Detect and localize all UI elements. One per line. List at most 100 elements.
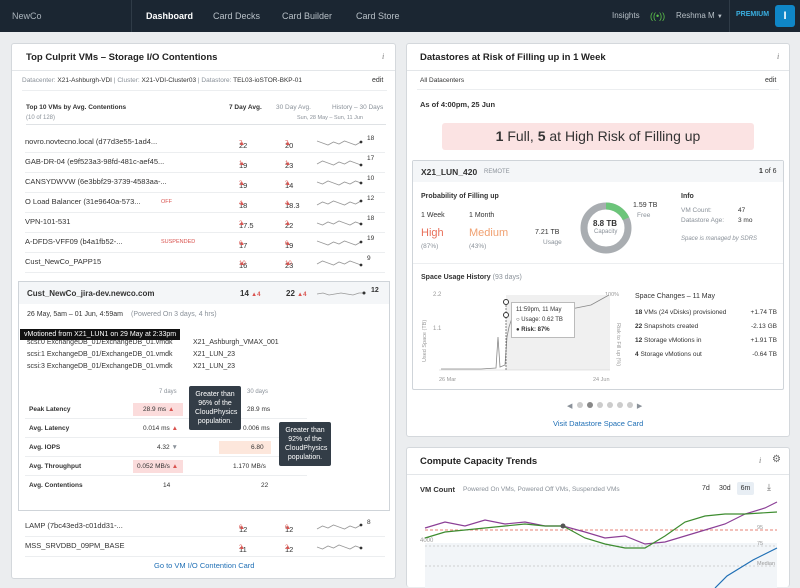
median-label: Median [757,561,775,567]
user-menu[interactable]: Reshma M ▼ [676,11,723,20]
tab-dashboard[interactable]: Dashboard [146,11,194,21]
expanded-sparkline [316,291,366,296]
y2-axis-label: Risk to Fill up (%) [615,323,621,366]
vm-name[interactable]: O Load Balancer (31e9640a-573... [25,197,141,206]
history-value: 19 [367,235,375,242]
expanded-vm-name[interactable]: Cust_NewCo_jira-dev.newco.com [27,289,155,298]
vm-name[interactable]: VPN-101-531 [25,217,71,226]
vm-name[interactable]: CANSYDWVW (6e3bbf29-3739-4583aa-... [25,177,167,186]
metric-row: Avg. Latency 0.014 ms ▲ 0.006 ms [25,419,307,438]
x-tick: 26 Mar [439,377,456,383]
col-30day[interactable]: 30 Day Avg. [276,104,311,111]
history-sparkline [316,523,363,530]
table-row[interactable]: CANSYDWVW (6e3bbf29-3739-4583aa-... 19 ▲ 3… [25,173,385,193]
table-row[interactable]: VPN-101-531 17.5 ▲ 2 22 ▲ 2 18 [25,213,385,233]
insights-link[interactable]: Insights [612,11,640,20]
table-row[interactable]: MSS_SRVDBD_09PM_BASE 11 ▲ 2 12 ▲ 2 [25,537,385,557]
carousel-dots[interactable]: ◀ ▶ [567,401,642,410]
vmotion-tooltip: vMotioned from X21_LUN1 on 29 May at 2:3… [20,329,181,340]
info-icon[interactable]: i [759,456,762,465]
range-6m[interactable]: 6m [737,482,754,495]
nav-divider [729,0,730,32]
percentile-tooltip: Greater than 92% of the CloudPhysics popula… [279,422,331,466]
vm-name[interactable]: LAMP (7bc43ed3-c01dd31-... [25,521,123,530]
download-icon[interactable]: ⤓ [767,482,771,492]
info-icon[interactable]: i [777,52,780,61]
vm-name[interactable]: GAB-DR-04 (e9f523a3-98fd-481c-aef45... [25,157,165,166]
metric-30d: 6.80 [219,441,271,454]
history-sparkline [316,240,363,246]
carousel-dot [626,402,633,408]
table-title: Top 10 VMs by Avg. Contentions [26,104,127,111]
vm-name[interactable]: MSS_SRVDBD_09PM_BASE [25,541,125,550]
table-row[interactable]: LAMP (7bc43ed3-c01dd31-... 12 ▲ 6 12 ▲ 6 8 [25,517,385,537]
sdrs-note: Space is managed by SDRS [681,236,758,242]
expanded-history-value: 12 [371,287,379,294]
risk-banner: 1 Full, 5 at High Risk of Filling up [442,123,754,150]
card-title: Top Culprit VMs – Storage I/O Contention… [26,52,218,63]
col-7days: 7 days [159,389,177,395]
history-title: Space Usage History (93 days) [421,274,522,281]
remote-tag: REMOTE [484,169,510,175]
space-change-row: 22 Snapshots created -2.13 GB [635,323,777,330]
y-tick: 1.1 [433,326,442,332]
range-7d[interactable]: 7d [702,485,710,492]
prev-icon: ◀ [567,403,573,410]
col-7day[interactable]: 7 Day Avg. [229,104,262,111]
table-row[interactable]: A-DFDS-VFF09 (b4a1fb52-... SUSPENDED 17 ▲ 6… [25,233,385,253]
tab-card-decks[interactable]: Card Decks [213,11,261,21]
gear-icon[interactable]: ⚙ [772,454,781,465]
table-row[interactable]: O Load Balancer (31e9640a-573... OFF 18 ▲ 4… [25,193,385,213]
datastore-space-card-link[interactable]: Visit Datastore Space Card [553,419,644,428]
premium-label[interactable]: PREMIUM [736,11,770,18]
vm-contention-card-link[interactable]: Go to VM I/O Contention Card [154,561,255,570]
carousel-dot [596,402,603,408]
info-icon[interactable]: i [382,52,385,61]
range-30d[interactable]: 30d [719,485,731,492]
month-risk: Medium [469,227,509,239]
tab-card-store[interactable]: Card Store [356,11,400,21]
datacenter-filter: All Datacenters [420,77,465,84]
carousel-dot [606,402,613,408]
week-label: 1 Week [421,212,445,219]
week-risk: High [421,227,444,239]
date-range: Sun, 28 May – Sun, 11 Jun [297,115,363,121]
table-subtitle: (10 of 128) [26,115,56,121]
table-row[interactable]: Cust_NewCo_PAPP15 16 ▲ 10 23 ▲ 10 9 [25,253,385,273]
table-row[interactable]: novro.novtecno.local (d77d3e55-1ad4... 22… [25,133,385,153]
carousel-dot [616,402,623,408]
edit-link[interactable]: edit [372,77,384,84]
tab-card-builder[interactable]: Card Builder [282,11,333,21]
datastore-name[interactable]: X21_LUN_420 [421,167,478,177]
cluster-label: Cluster: [117,77,140,84]
compute-trend-chart[interactable]: 4000 95 75 Median [415,498,785,588]
legend-text: Powered On VMs, Powered Off VMs, Suspend… [463,486,620,493]
edit-link[interactable]: edit [765,77,777,84]
nav-divider [131,0,132,32]
vm-name[interactable]: A-DFDS-VFF09 (b4a1fb52-... [25,237,123,246]
app-logo[interactable]: NewCo [12,11,42,21]
history-value: 8 [367,519,371,526]
expanded-header[interactable] [19,282,389,304]
history-sparkline [316,199,363,206]
month-label: 1 Month [469,212,495,219]
insights-badge-icon[interactable]: I [775,5,795,27]
disk-row: scsi:0 ExchangeDB_01/ExchangeDB_01.vmdk X… [27,339,279,346]
history-value: 12 [367,195,375,202]
history-value: 9 [367,255,371,262]
capacity-donut [580,202,632,254]
history-value: 18 [367,215,375,222]
metric-row: Avg. IOPS 4.32 ▼ 6.80 [25,438,307,457]
free-label: Free [637,212,651,219]
datastore-header [413,161,783,182]
filter-bar: Datacenter: X21-Ashburgh-VDI | Cluster: … [22,77,387,91]
table-row[interactable]: GAB-DR-04 (e9f523a3-98fd-481c-aef45... 19… [25,153,385,173]
datastore-label: Datastore: [201,77,232,84]
space-change-row: 4 Storage vMotions out -0.64 TB [635,351,777,358]
y-axis-label: Used Space (TB) [422,320,428,362]
wireless-icon[interactable]: ((•)) [650,11,666,21]
space-change-row: 18 VMs (24 vDisks) provisioned +1.74 TB [635,309,777,316]
info-title: Info [681,193,694,200]
vm-name[interactable]: Cust_NewCo_PAPP15 [25,257,102,266]
vm-name[interactable]: novro.novtecno.local (d77d3e55-1ad4... [25,137,158,146]
